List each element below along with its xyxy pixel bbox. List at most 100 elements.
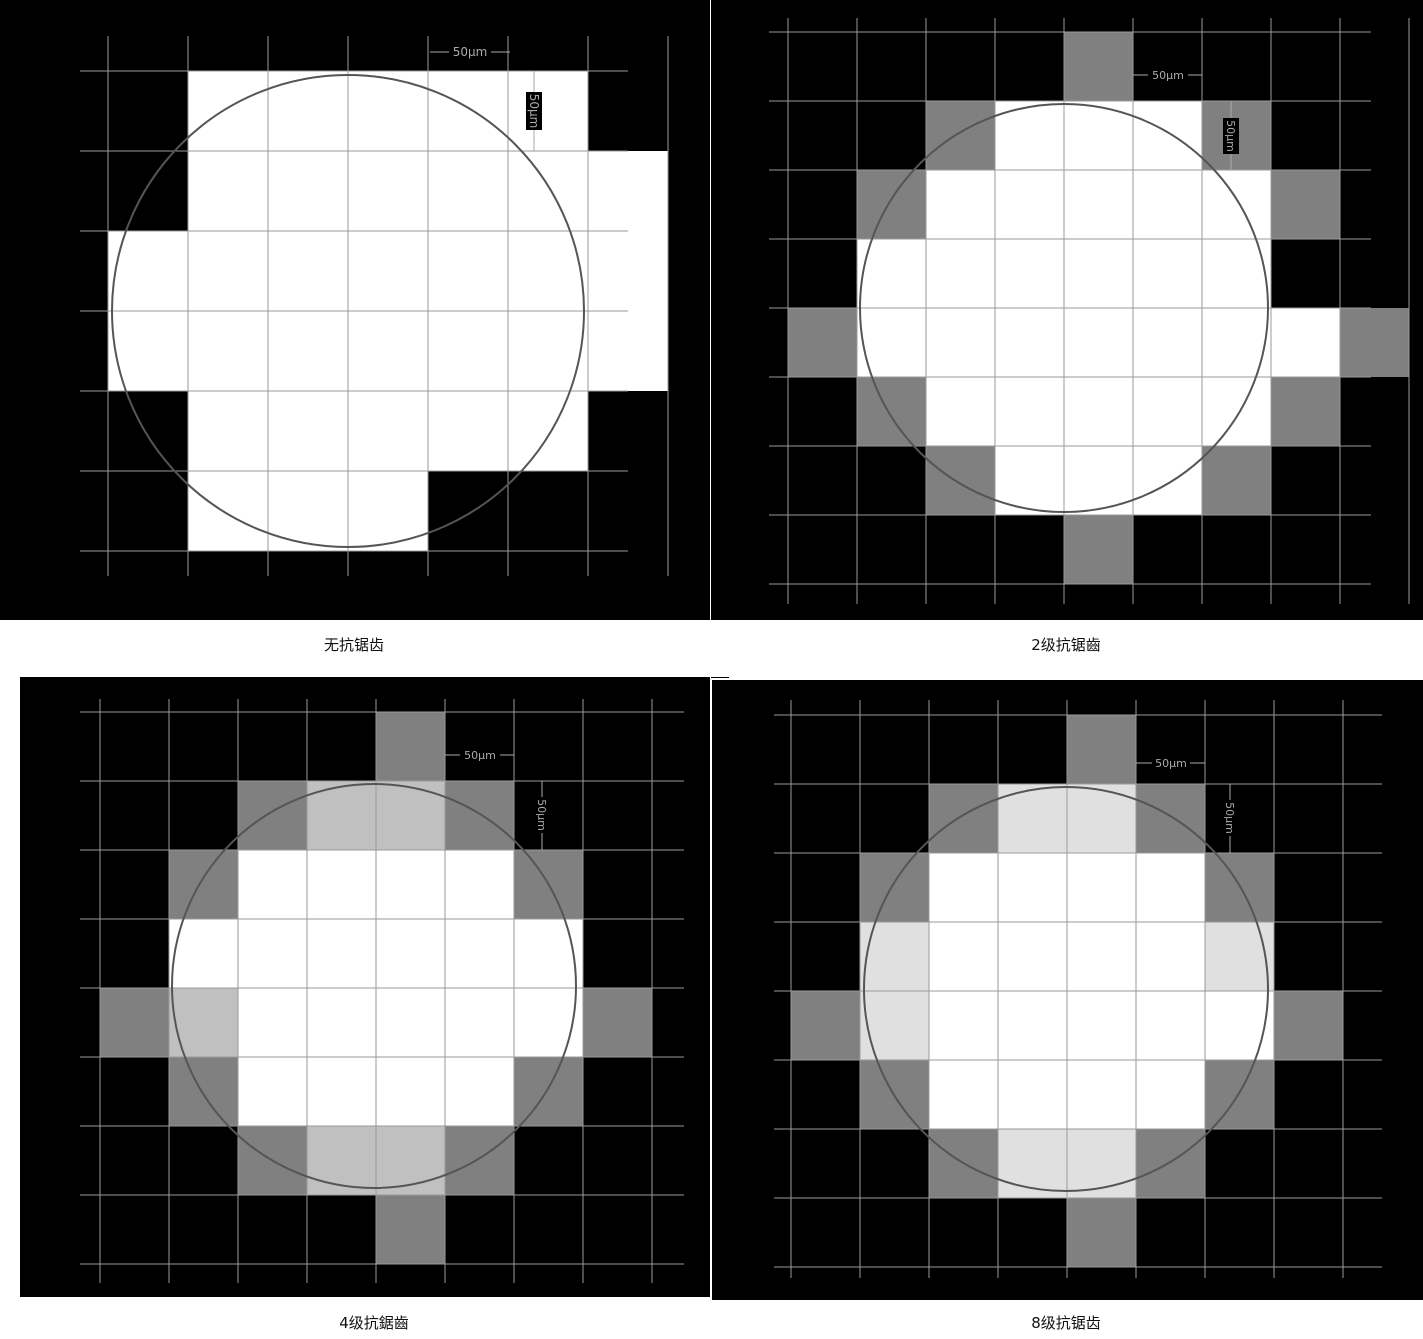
pixel-cell: [307, 850, 376, 919]
pixel-cell: [788, 308, 857, 377]
pixel-cell: [926, 239, 995, 308]
pixel-cell: [1271, 308, 1340, 377]
pixel-cell: [376, 1057, 445, 1126]
circle-outline: [171, 783, 577, 1189]
pixel-cell: [929, 1060, 998, 1129]
scale-bar-horizontal: 50μm: [445, 747, 514, 763]
pixel-cell: [514, 919, 583, 988]
pixel-cell: [1133, 446, 1202, 515]
pixel-cell: [857, 308, 926, 377]
pixel-cell: [995, 377, 1064, 446]
pixel-cell: [857, 377, 926, 446]
pixel-cell: [1064, 32, 1133, 101]
pixel-cell: [791, 991, 860, 1060]
pixel-cell: [1202, 446, 1271, 515]
pixel-cell: [348, 231, 428, 311]
pixel-cell: [995, 101, 1064, 170]
pixel-cell: [1136, 1129, 1205, 1198]
pixel-cell: [998, 853, 1067, 922]
pixel-cell: [929, 784, 998, 853]
pixel-cell: [508, 311, 588, 391]
scale-bar-vertical: 50μm: [1223, 101, 1239, 170]
pixel-cell: [1202, 377, 1271, 446]
pixel-cell: [1067, 853, 1136, 922]
pixel-cell: [428, 151, 508, 231]
pixel-cell: [1064, 101, 1133, 170]
pixel-cell: [1133, 377, 1202, 446]
pixel-cell: [1067, 991, 1136, 1060]
pixel-cell: [376, 850, 445, 919]
pixel-cell: [348, 391, 428, 471]
pixel-cell: [588, 151, 668, 231]
pixel-cell: [188, 471, 268, 551]
pixel-cell: [376, 1195, 445, 1264]
scale-label-vertical: 50μm: [1223, 802, 1236, 834]
panel-2x-aa: 50μm 50μm: [711, 0, 1423, 620]
pixel-cell: [1064, 446, 1133, 515]
pixel-cell: [995, 170, 1064, 239]
pixel-cell: [108, 231, 188, 311]
panel-8x-aa-diagram: 50μm 50μm: [774, 700, 1382, 1278]
pixel-cell: [169, 1057, 238, 1126]
circle-outline: [859, 103, 1269, 513]
pixel-cell: [1067, 784, 1136, 853]
pixel-cell: [1064, 377, 1133, 446]
pixel-cell: [268, 471, 348, 551]
pixel-cell: [508, 391, 588, 471]
pixel-cell: [445, 1057, 514, 1126]
circle-outline: [863, 786, 1269, 1192]
pixel-cell: [995, 239, 1064, 308]
pixel-cell: [926, 377, 995, 446]
pixel-cell: [929, 991, 998, 1060]
pixel-cell: [508, 231, 588, 311]
pixel-cell: [169, 850, 238, 919]
pixel-cell: [1271, 377, 1340, 446]
pixel-cell: [1133, 101, 1202, 170]
pixel-cell: [998, 784, 1067, 853]
pixel-cell: [1136, 853, 1205, 922]
panel-2x-aa-diagram: 50μm 50μm: [769, 18, 1410, 604]
pixel-cell: [100, 988, 169, 1057]
pixel-cell: [860, 853, 929, 922]
pixel-cell: [508, 71, 588, 151]
pixel-cell: [445, 781, 514, 850]
pixel-cell: [1136, 991, 1205, 1060]
pixel-cell: [998, 922, 1067, 991]
pixel-cell: [376, 781, 445, 850]
pixel-cell: [1064, 308, 1133, 377]
pixel-cell: [1067, 715, 1136, 784]
pixel-cell: [376, 1126, 445, 1195]
scale-label-vertical: 50μm: [1224, 120, 1237, 152]
pixel-cell: [188, 311, 268, 391]
pixel-cell: [508, 151, 588, 231]
pixel-cell: [1202, 170, 1271, 239]
pixel-cell: [1136, 922, 1205, 991]
scale-label-horizontal: 50μm: [464, 749, 496, 762]
pixel-cell: [1340, 308, 1409, 377]
pixel-cell: [348, 471, 428, 551]
pixel-cell: [268, 151, 348, 231]
scale-bar-vertical: 50μm: [534, 781, 550, 850]
pixel-cell: [1067, 1060, 1136, 1129]
pixel-cell: [268, 311, 348, 391]
pixel-cell: [376, 988, 445, 1057]
pixel-cell: [1136, 784, 1205, 853]
pixel-cell: [1205, 1060, 1274, 1129]
pixel-cell: [108, 311, 188, 391]
scale-bar-horizontal: 50μm: [1136, 755, 1205, 771]
panel-no-aa: 50μm 50μm: [0, 0, 710, 620]
pixel-cell: [1202, 308, 1271, 377]
pixel-cell: [428, 231, 508, 311]
pixel-cell: [926, 101, 995, 170]
pixel-cell: [995, 446, 1064, 515]
pixel-cell: [1274, 991, 1343, 1060]
pixel-cell: [583, 988, 652, 1057]
pixel-cell: [445, 988, 514, 1057]
pixel-cell: [926, 446, 995, 515]
pixel-cell: [998, 991, 1067, 1060]
scale-label-vertical: 50μm: [527, 94, 541, 129]
pixel-cell: [1133, 308, 1202, 377]
pixel-cell: [1133, 239, 1202, 308]
scale-label-horizontal: 50μm: [453, 45, 488, 59]
pixel-cell: [238, 988, 307, 1057]
